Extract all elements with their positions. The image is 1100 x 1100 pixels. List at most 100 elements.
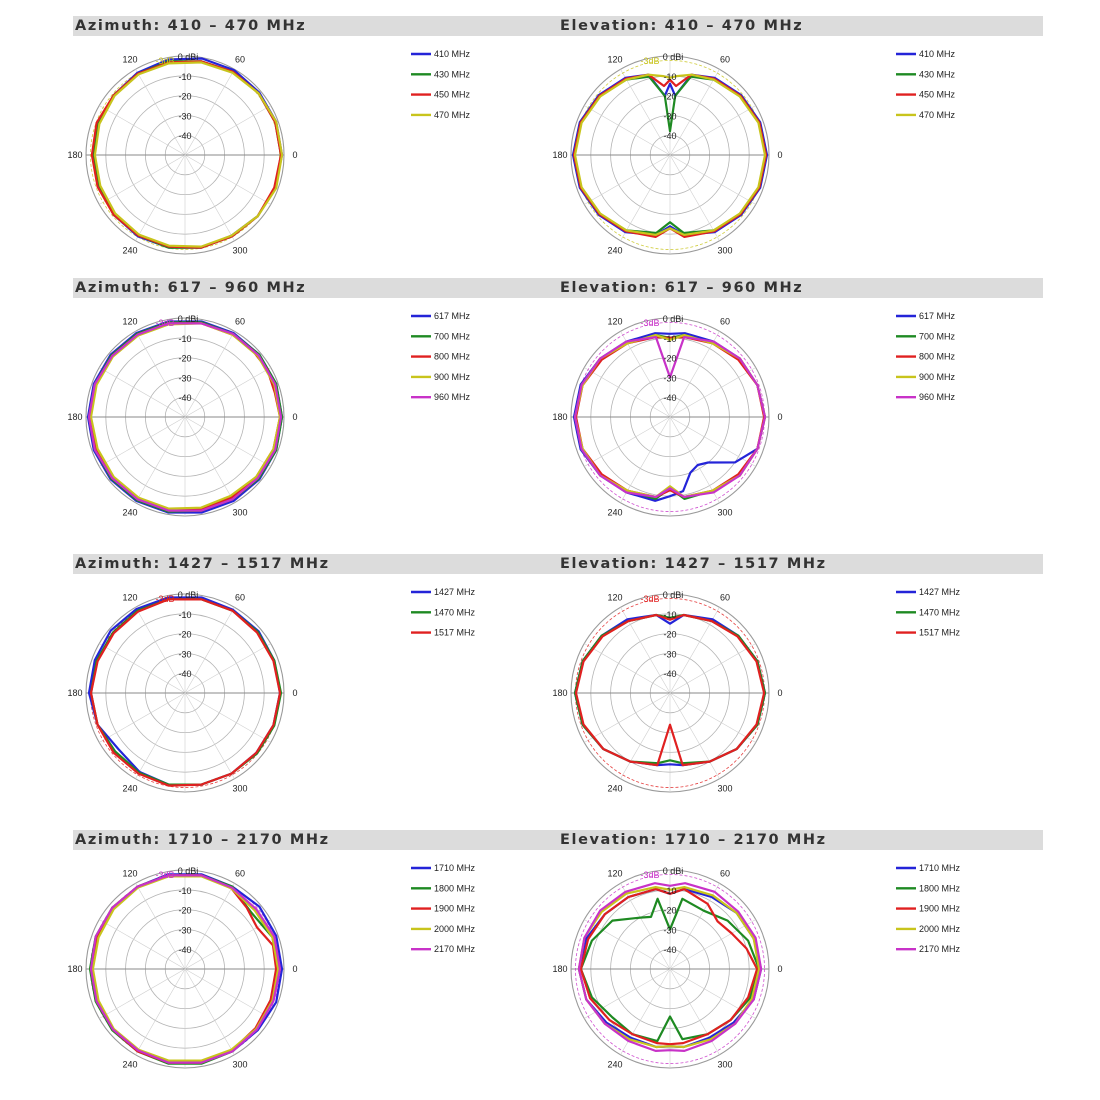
reference-label: -3dB bbox=[155, 870, 174, 880]
legend-label: 800 MHz bbox=[919, 352, 956, 362]
chart-title: Elevation: 1710 – 2170 MHz bbox=[558, 830, 1043, 850]
grid-spoke bbox=[669, 154, 720, 241]
angle-label: 60 bbox=[235, 55, 245, 65]
radial-tick-label: -10 bbox=[178, 334, 191, 344]
grid-spoke bbox=[669, 331, 720, 418]
angle-label: 60 bbox=[235, 317, 245, 327]
angle-label: 60 bbox=[720, 869, 730, 879]
angle-label: 180 bbox=[67, 688, 82, 698]
angle-label: 300 bbox=[717, 507, 732, 517]
radial-tick-label: -10 bbox=[178, 610, 191, 620]
grid-spoke bbox=[669, 416, 720, 503]
radial-tick-label: -30 bbox=[663, 925, 676, 935]
radial-tick-label: -30 bbox=[178, 925, 191, 935]
angle-label: 0 bbox=[777, 964, 782, 974]
radial-tick-label: 0 dBi bbox=[663, 866, 684, 876]
radial-tick-label: -20 bbox=[663, 906, 676, 916]
grid-spoke bbox=[135, 607, 186, 694]
chart-title: Azimuth: 1710 – 2170 MHz bbox=[73, 830, 558, 850]
angle-label: 240 bbox=[122, 245, 137, 255]
series-trace bbox=[573, 336, 767, 498]
radial-tick-label: -40 bbox=[178, 945, 191, 955]
reference-ring bbox=[90, 60, 280, 250]
angle-label: 0 bbox=[292, 150, 297, 160]
chart-title: Elevation: 410 – 470 MHz bbox=[558, 16, 1043, 36]
radial-tick-label: 0 dBi bbox=[178, 52, 199, 62]
chart-title: Azimuth: 410 – 470 MHz bbox=[73, 16, 558, 36]
radial-tick-label: -10 bbox=[663, 334, 676, 344]
angle-label: 240 bbox=[122, 507, 137, 517]
radial-tick-label: -20 bbox=[178, 354, 191, 364]
grid-spoke bbox=[620, 692, 671, 779]
angle-label: 120 bbox=[122, 869, 137, 879]
grid-spoke bbox=[184, 692, 271, 743]
angle-label: 240 bbox=[122, 783, 137, 793]
grid-spoke bbox=[184, 692, 235, 779]
grid-spoke bbox=[99, 643, 186, 694]
angle-label: 180 bbox=[552, 150, 567, 160]
radial-tick-label: -40 bbox=[663, 131, 676, 141]
grid-spoke bbox=[135, 883, 186, 970]
angle-label: 300 bbox=[232, 245, 247, 255]
grid-spoke bbox=[184, 331, 235, 418]
grid-spoke bbox=[584, 919, 671, 970]
grid-spoke bbox=[669, 105, 756, 156]
reference-label: -3dB bbox=[155, 56, 174, 66]
polar-chart: 0 dBi -10 -20 -30 -40 -3dB 0 60 120 180 240 300 617 … bbox=[67, 311, 471, 517]
angle-label: 240 bbox=[607, 783, 622, 793]
grid-spoke bbox=[184, 154, 271, 205]
legend-label: 1800 MHz bbox=[919, 883, 961, 893]
angle-label: 0 bbox=[777, 412, 782, 422]
series-trace bbox=[573, 73, 767, 236]
legend-label: 1710 MHz bbox=[919, 863, 961, 873]
grid-spoke bbox=[184, 416, 271, 467]
legend-label: 1470 MHz bbox=[434, 607, 476, 617]
chart-title: Elevation: 617 – 960 MHz bbox=[558, 278, 1043, 298]
legend-label: 430 MHz bbox=[919, 69, 956, 79]
angle-label: 240 bbox=[607, 1059, 622, 1069]
polar-chart: 0 dBi -10 -20 -30 -40 -3dB 0 60 120 180 240 300 1427… bbox=[67, 587, 476, 793]
grid-spoke bbox=[669, 692, 756, 743]
chart-panel-azimuth-410-470: Azimuth: 410 – 470 MHz 0 dBi -10 -20 -30 -40… bbox=[67, 16, 558, 284]
chart-title: Elevation: 1427 – 1517 MHz bbox=[558, 554, 1043, 574]
angle-label: 180 bbox=[552, 412, 567, 422]
grid-spoke bbox=[620, 154, 671, 241]
grid-spoke bbox=[584, 154, 671, 205]
series-trace bbox=[89, 598, 282, 787]
grid-spoke bbox=[184, 607, 235, 694]
legend-label: 450 MHz bbox=[434, 90, 471, 100]
angle-label: 120 bbox=[607, 317, 622, 327]
chart-panel-azimuth-1710-2170: Azimuth: 1710 – 2170 MHz 0 dBi -10 -20 -30 -… bbox=[67, 830, 558, 1098]
radial-tick-label: 0 dBi bbox=[178, 590, 199, 600]
grid-spoke bbox=[99, 105, 186, 156]
legend-label: 2170 MHz bbox=[434, 944, 476, 954]
grid-spoke bbox=[669, 919, 756, 970]
grid-spoke bbox=[99, 416, 186, 467]
angle-label: 120 bbox=[122, 317, 137, 327]
angle-label: 60 bbox=[235, 593, 245, 603]
radial-tick-label: 0 dBi bbox=[178, 866, 199, 876]
grid-spoke bbox=[184, 968, 271, 1019]
grid-spoke bbox=[135, 416, 186, 503]
angle-label: 300 bbox=[232, 783, 247, 793]
grid-spoke bbox=[184, 367, 271, 418]
legend-label: 617 MHz bbox=[919, 311, 956, 321]
reference-label: -3dB bbox=[640, 318, 659, 328]
reference-label: -3dB bbox=[640, 594, 659, 604]
legend-label: 470 MHz bbox=[434, 110, 471, 120]
legend-label: 800 MHz bbox=[434, 352, 471, 362]
legend-label: 2000 MHz bbox=[919, 924, 961, 934]
angle-label: 0 bbox=[777, 688, 782, 698]
grid-spoke bbox=[135, 69, 186, 156]
angle-label: 60 bbox=[720, 55, 730, 65]
grid-spoke bbox=[584, 968, 671, 1019]
radial-tick-label: -40 bbox=[178, 131, 191, 141]
radial-tick-label: 0 dBi bbox=[663, 52, 684, 62]
grid-spoke bbox=[184, 643, 271, 694]
series-trace bbox=[87, 322, 283, 512]
polar-chart: 0 dBi -10 -20 -30 -40 -3dB 0 60 120 180 240 300 617 … bbox=[552, 311, 956, 517]
radial-tick-label: -10 bbox=[178, 72, 191, 82]
legend-label: 1517 MHz bbox=[434, 628, 476, 638]
series-trace bbox=[577, 882, 763, 1052]
grid-spoke bbox=[184, 154, 235, 241]
